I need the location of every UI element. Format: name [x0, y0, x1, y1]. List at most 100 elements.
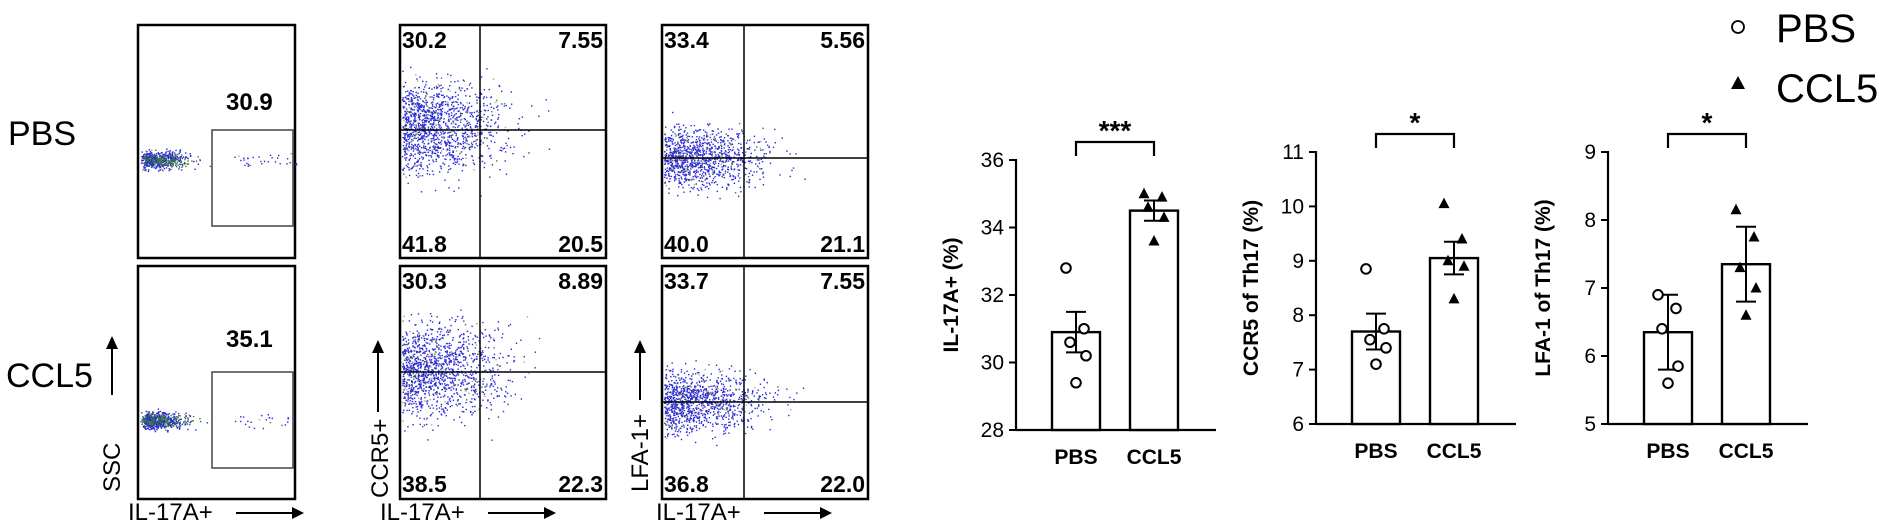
event-dot	[677, 194, 679, 197]
event-dot	[417, 143, 420, 145]
event-dot	[436, 408, 438, 410]
event-dot	[727, 152, 729, 154]
event-dot	[402, 381, 404, 383]
event-dot	[701, 145, 703, 148]
event-dot	[439, 356, 441, 359]
event-dot	[422, 352, 424, 354]
event-dot	[404, 405, 406, 407]
event-dot	[471, 135, 474, 138]
event-dot	[414, 393, 416, 396]
event-dot	[470, 142, 473, 144]
event-dot	[684, 173, 687, 176]
event-dot	[199, 418, 201, 420]
event-dot	[664, 139, 666, 141]
event-dot	[665, 140, 667, 143]
event-dot	[457, 143, 459, 145]
event-dot	[402, 391, 404, 393]
event-dot	[687, 139, 690, 141]
event-dot	[448, 168, 450, 171]
event-dot	[455, 101, 457, 103]
event-dot	[405, 119, 408, 121]
event-dot	[678, 174, 681, 177]
event-dot	[686, 153, 688, 156]
event-dot	[253, 427, 256, 429]
event-dot	[690, 168, 692, 170]
event-dot	[464, 131, 467, 133]
event-dot	[145, 419, 148, 421]
event-dot	[448, 347, 450, 349]
event-dot	[405, 350, 408, 352]
event-dot	[430, 339, 432, 341]
event-dot	[417, 109, 419, 112]
event-dot	[774, 142, 776, 144]
event-dot	[423, 147, 425, 149]
event-dot	[423, 105, 426, 107]
event-dot	[494, 329, 496, 331]
event-dot	[154, 164, 156, 166]
event-dot	[716, 173, 718, 175]
event-dot	[415, 363, 418, 365]
event-dot	[704, 139, 706, 141]
event-dot	[415, 169, 418, 172]
event-dot	[446, 350, 448, 352]
event-dot	[436, 93, 438, 95]
event-dot	[415, 128, 417, 130]
event-dot	[425, 84, 427, 86]
event-dot	[421, 407, 423, 409]
event-dot	[509, 323, 512, 326]
event-dot	[165, 160, 168, 162]
event-dot	[148, 417, 150, 419]
event-dot	[680, 128, 682, 131]
event-dot	[744, 167, 747, 169]
event-dot	[169, 155, 171, 158]
event-dot	[263, 160, 266, 163]
event-dot	[181, 166, 183, 168]
event-dot	[145, 164, 148, 166]
event-dot	[466, 364, 469, 366]
event-dot	[685, 173, 687, 176]
event-dot	[417, 111, 419, 113]
event-dot	[449, 377, 451, 379]
event-dot	[737, 175, 739, 177]
event-dot	[411, 389, 413, 392]
event-dot	[170, 160, 172, 162]
event-dot	[425, 350, 428, 352]
event-dot	[166, 148, 168, 150]
event-dot	[249, 164, 251, 167]
event-dot	[451, 395, 453, 397]
event-dot	[489, 384, 492, 386]
event-dot	[465, 408, 467, 411]
event-dot	[465, 164, 467, 167]
event-dot	[727, 183, 729, 185]
event-dot	[449, 381, 452, 383]
event-dot	[664, 137, 667, 140]
event-dot	[417, 351, 419, 353]
event-dot	[422, 114, 424, 117]
event-dot	[436, 331, 439, 333]
event-dot	[404, 115, 407, 117]
event-dot	[436, 87, 438, 89]
event-dot	[448, 377, 450, 379]
event-dot	[703, 159, 705, 161]
event-dot	[409, 155, 411, 157]
event-dot	[150, 422, 153, 425]
event-dot	[708, 148, 711, 150]
event-dot	[523, 356, 525, 358]
event-dot	[469, 354, 471, 357]
event-dot	[147, 157, 149, 159]
event-dot	[718, 155, 720, 157]
event-dot	[412, 424, 414, 426]
event-dot	[710, 147, 712, 150]
event-dot	[420, 191, 423, 193]
event-dot	[411, 382, 414, 384]
event-dot	[457, 373, 459, 375]
event-dot	[431, 362, 433, 364]
event-dot	[426, 105, 428, 107]
event-dot	[438, 339, 441, 341]
event-dot	[471, 401, 473, 403]
event-dot	[704, 162, 706, 165]
event-dot	[684, 139, 686, 141]
event-dot	[471, 325, 473, 327]
event-dot	[172, 157, 174, 159]
event-dot	[432, 380, 434, 383]
